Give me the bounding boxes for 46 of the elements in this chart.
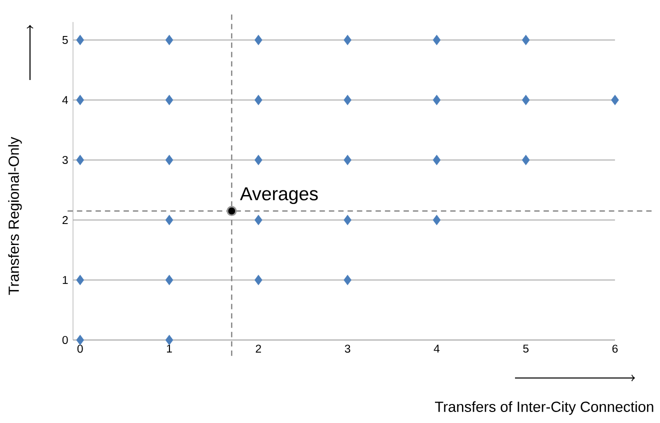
x-tick-label: 5 (523, 344, 529, 353)
y-tick-label: 5 (62, 36, 68, 44)
point (432, 214, 441, 226)
point (254, 154, 262, 166)
y-tick-label: 2 (62, 216, 68, 224)
point (344, 94, 352, 106)
point (76, 334, 84, 346)
x-tick-label: 2 (256, 344, 261, 353)
point (344, 34, 352, 46)
point (344, 154, 352, 166)
point (432, 94, 441, 106)
point (165, 34, 174, 46)
point (76, 34, 84, 46)
x-tick-label: 3 (344, 344, 350, 353)
y-tick-label: 4 (62, 96, 68, 104)
point (522, 94, 530, 106)
x-axis-title: Transfers of Inter-City Connection (434, 401, 654, 415)
point (165, 94, 174, 106)
point (611, 94, 619, 106)
point (165, 154, 174, 166)
point (254, 274, 262, 286)
point (522, 34, 530, 46)
y-tick-label: 0 (62, 336, 68, 344)
x-tick-label: 4 (434, 344, 440, 352)
point (165, 334, 174, 346)
point (165, 214, 174, 226)
point (344, 274, 352, 286)
x-tick-label: 6 (612, 344, 618, 353)
point (522, 154, 530, 166)
point (76, 274, 84, 286)
y-axis-title: Transfers Regional-Only (8, 136, 22, 295)
point (254, 214, 262, 226)
x-tick-label: 1 (166, 344, 172, 352)
point (344, 214, 352, 226)
point (254, 94, 262, 106)
y-tick-label: 3 (62, 156, 68, 164)
point (76, 94, 84, 106)
y-tick-label: 1 (62, 276, 68, 284)
x-tick-label: 0 (77, 344, 83, 353)
point (76, 154, 84, 166)
point (432, 154, 441, 166)
point (432, 34, 441, 46)
point (254, 34, 262, 46)
point (226, 206, 237, 216)
point (165, 274, 174, 286)
annotation: Averages (240, 187, 318, 204)
